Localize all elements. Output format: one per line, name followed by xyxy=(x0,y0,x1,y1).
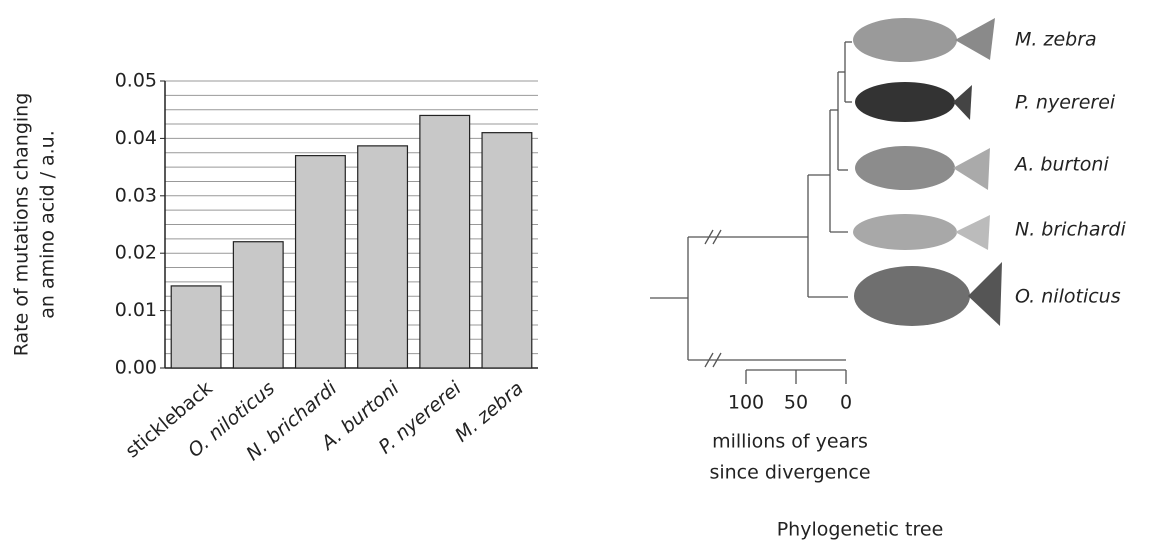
y-tick-label: 0.00 xyxy=(115,357,157,379)
y-tick-label: 0.04 xyxy=(115,127,157,149)
bar xyxy=(296,156,346,368)
species-label: O. niloticus xyxy=(1015,286,1121,308)
time-tick-label: 0 xyxy=(840,392,852,414)
phylogenetic-tree xyxy=(650,42,852,370)
y-tick-label: 0.05 xyxy=(115,70,157,92)
y-tick-label: 0.02 xyxy=(115,242,157,264)
species-label: N. brichardi xyxy=(1015,219,1126,241)
bar xyxy=(358,146,408,368)
bar xyxy=(233,242,283,368)
bar xyxy=(482,133,532,368)
figure: Phylogenetic tree 0.00 0.01 0.02 0.03 0.04 0.… xyxy=(0,0,1151,546)
time-tick-label: 50 xyxy=(784,392,808,414)
y-tick-label: 0.03 xyxy=(115,184,157,206)
y-tick-label: 0.01 xyxy=(115,299,157,321)
y-axis-title: an amino acid / a.u. xyxy=(37,130,59,319)
fish-images xyxy=(853,18,1002,326)
tree-caption: Phylogenetic tree xyxy=(777,519,944,541)
species-label: M. zebra xyxy=(1015,29,1097,51)
species-label: A. burtoni xyxy=(1013,154,1109,176)
time-tick-label: 100 xyxy=(728,392,764,414)
species-label: P. nyererei xyxy=(1015,92,1116,114)
x-tick-label: M. zebra xyxy=(451,377,528,446)
bar xyxy=(420,115,470,368)
time-axis-title: since divergence xyxy=(709,462,870,484)
bar xyxy=(171,286,221,368)
time-axis-title: millions of years xyxy=(712,431,868,453)
y-axis-title: Rate of mutations changing xyxy=(11,93,33,357)
